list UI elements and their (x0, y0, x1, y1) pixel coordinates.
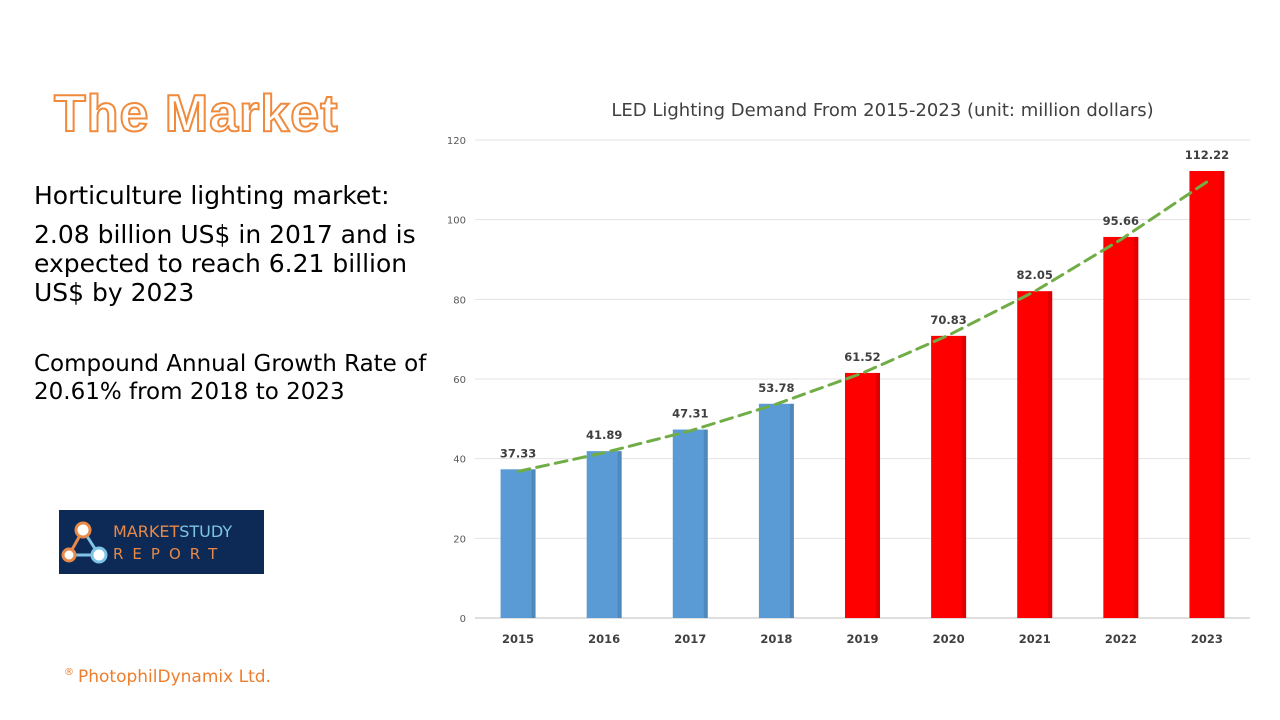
logo-word-study: STUDY (179, 522, 233, 541)
data-label: 41.89 (586, 428, 622, 442)
data-label: 70.83 (930, 313, 966, 327)
bar-shade (1048, 291, 1053, 618)
x-tick-label: 2015 (502, 632, 534, 646)
x-tick-label: 2022 (1105, 632, 1137, 646)
x-tick-label: 2021 (1019, 632, 1051, 646)
chart-title: LED Lighting Demand From 2015-2023 (unit… (611, 100, 1153, 121)
logo-word-report: REPORT (113, 545, 227, 563)
slide-title: The Market (53, 84, 339, 144)
cagr-text: Compound Annual Growth Rate of 20.61% fr… (34, 351, 427, 405)
network-nodes-icon (61, 521, 108, 564)
trend-line (516, 180, 1209, 473)
bar-shade (962, 335, 967, 618)
data-label: 82.05 (1017, 268, 1053, 282)
led-demand-chart: LED Lighting Demand From 2015-2023 (unit… (447, 100, 1250, 646)
x-tick-label: 2018 (760, 632, 792, 646)
copyright-notice: ® PhotophilDynamix Ltd. (64, 667, 271, 687)
bar (586, 451, 622, 618)
x-tick-label: 2016 (588, 632, 620, 646)
bar-shade (1220, 170, 1225, 618)
bar-shade (1134, 236, 1139, 618)
bar (1103, 236, 1139, 618)
copyright-text: PhotophilDynamix Ltd. (78, 667, 271, 687)
data-label: 37.33 (500, 446, 536, 460)
bar (1189, 170, 1225, 618)
data-label: 53.78 (758, 381, 794, 395)
data-label: 95.66 (1103, 214, 1139, 228)
registered-icon: ® (64, 667, 74, 679)
data-label: 47.31 (672, 407, 708, 421)
y-tick-label: 100 (447, 216, 466, 227)
bar-shade (703, 429, 708, 618)
x-tick-label: 2017 (674, 632, 706, 646)
bar (931, 335, 967, 618)
bar-shade (789, 403, 794, 618)
data-label: 112.22 (1185, 148, 1229, 162)
market-size-text: 2.08 billion US$ in 2017 and is expected… (34, 220, 416, 307)
x-tick-label: 2020 (933, 632, 965, 646)
y-tick-label: 120 (447, 136, 466, 147)
logo-word-market: MARKET (113, 522, 180, 541)
x-tick-label: 2023 (1191, 632, 1223, 646)
y-tick-label: 0 (460, 614, 466, 625)
y-tick-label: 60 (453, 375, 466, 386)
y-tick-label: 40 (453, 455, 466, 466)
bar (845, 372, 880, 618)
x-tick-label: 2019 (846, 632, 878, 646)
market-size-heading: Horticulture lighting market: (34, 181, 390, 210)
bar-shade (531, 469, 536, 618)
bar (1017, 291, 1053, 618)
bar-shade (617, 451, 622, 618)
bar (672, 429, 708, 618)
data-label: 61.52 (844, 350, 880, 364)
bar-shade (876, 372, 880, 618)
y-tick-label: 80 (453, 295, 466, 306)
logo-text-top: MARKETSTUDY (113, 522, 232, 541)
bar (758, 403, 794, 618)
bar (500, 469, 536, 618)
y-tick-label: 20 (453, 534, 466, 545)
market-study-report-logo: MARKETSTUDY REPORT (59, 510, 264, 574)
